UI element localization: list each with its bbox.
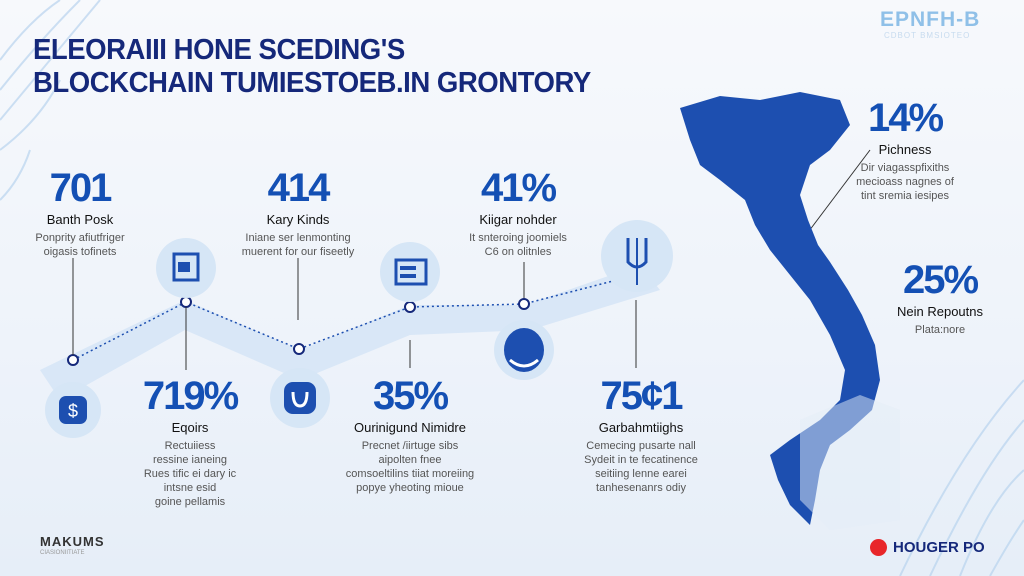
brand-tagline-bottom-left: CIASIONIITIATE xyxy=(40,550,85,556)
stat-desc: Precnet /iirtuge sibs aipolten fnee comsoe… xyxy=(345,440,475,494)
stat-desc: Dir viagasspfixiths mecioass nagnes of tin… xyxy=(856,162,954,202)
stat-value: 701 xyxy=(49,166,113,210)
svg-text:$: $ xyxy=(68,401,78,421)
timeline-node xyxy=(67,354,79,366)
timeline-node xyxy=(404,301,416,313)
stat-value: 25% xyxy=(902,258,979,302)
stat-card: 719% Eqoirs Rectuiiess ressine ianeing Rue… xyxy=(90,374,290,509)
stat-value: 75¢1 xyxy=(600,374,684,418)
stat-label: Garbahmtiighs xyxy=(598,420,684,435)
stat-desc: It snteroing joomiels C6 on olitnles xyxy=(469,232,567,258)
brand-logo-top-right: EPNFH-B xyxy=(880,8,981,31)
timeline-node xyxy=(518,298,530,310)
stat-card: 25% Nein Repoutns Plata:nore xyxy=(840,258,1024,337)
stat-card: 41% Kiigar nohder It snteroing joomiels C… xyxy=(418,166,618,259)
stat-label: Ourinigund Nimidre xyxy=(354,420,466,435)
helmet-icon xyxy=(494,320,554,380)
brand-name: HOUGER PO xyxy=(893,539,985,556)
toolbox-icon xyxy=(380,242,440,302)
stat-label: Kary Kinds xyxy=(266,212,330,227)
stat-label: Banth Posk xyxy=(46,212,114,227)
brand-logo-bottom-left: MAKUMS xyxy=(40,534,105,549)
title-line-2: BLOCKCHAIN TUMIESTOEB.IN GRONTORY xyxy=(33,67,591,99)
page-title: ELEORAIII HONE SCEDING'S BLOCKCHAIN TUMI… xyxy=(33,34,591,100)
stat-desc: Plata:nore xyxy=(914,324,966,336)
timeline-node xyxy=(293,343,305,355)
stat-value: 414 xyxy=(267,166,331,210)
stat-desc: Ponprity afiutfriger oigasis tofinets xyxy=(35,232,125,258)
document-icon xyxy=(156,238,216,298)
stat-card: 75¢1 Garbahmtiighs Cemecing pusarte nall… xyxy=(541,374,741,495)
stat-card: 414 Kary Kinds Iniane ser lenmonting muer… xyxy=(198,166,398,259)
stat-value: 41% xyxy=(480,166,557,210)
stat-desc: Rectuiiess ressine ianeing Rues tific ei d… xyxy=(143,440,237,508)
stat-label: Nein Repoutns xyxy=(897,304,983,319)
dollar-icon: $ xyxy=(45,382,101,438)
stat-value: 35% xyxy=(372,374,449,418)
pipette-icon xyxy=(601,220,673,292)
u-magnet-icon xyxy=(270,368,330,428)
timeline-node xyxy=(180,296,192,308)
brand-tagline-top-right: CDBOT BMSIOTEO xyxy=(884,31,971,40)
stat-label: Pichness xyxy=(878,142,932,157)
stat-card: 14% Pichness Dir viagasspfixiths mecioass… xyxy=(805,96,1005,203)
stat-desc: Cemecing pusarte nall Sydeit in te fecati… xyxy=(584,440,698,494)
title-line-1: ELEORAIII HONE SCEDING'S xyxy=(33,34,405,66)
stat-label: Kiigar nohder xyxy=(479,212,557,227)
brand-logo-bottom-right: HOUGER PO xyxy=(870,539,985,556)
red-badge-icon xyxy=(870,539,887,556)
stat-desc: Iniane ser lenmonting muerent for our fis… xyxy=(241,232,355,258)
stat-card: 701 Banth Posk Ponprity afiutfriger oigas… xyxy=(0,166,180,259)
stat-value: 719% xyxy=(142,374,239,418)
stat-value: 14% xyxy=(867,96,944,140)
stat-card: 35% Ourinigund Nimidre Precnet /iirtuge … xyxy=(310,374,510,495)
stat-label: Eqoirs xyxy=(171,420,209,435)
